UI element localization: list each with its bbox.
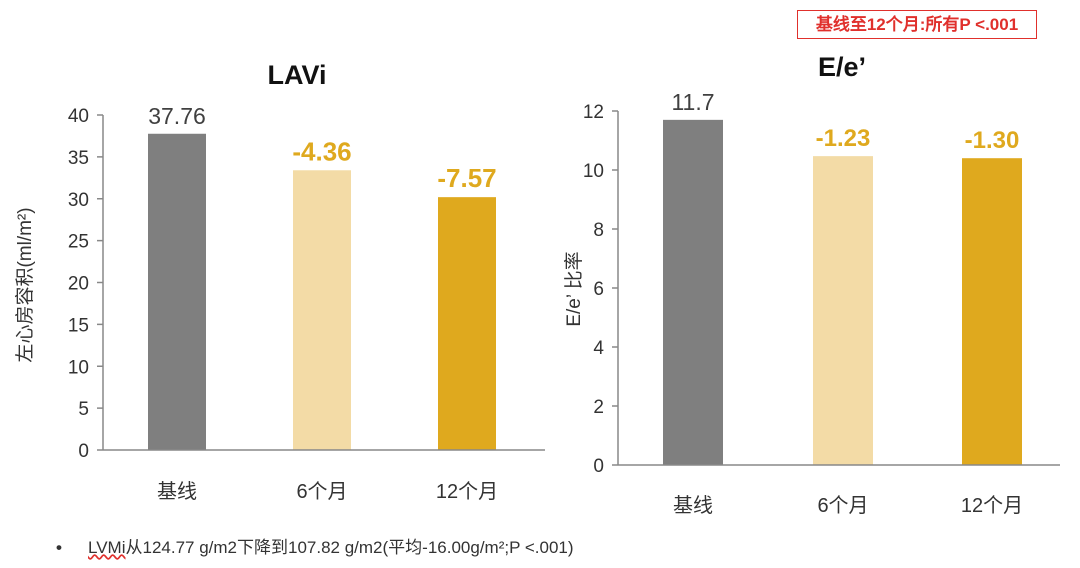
y-tick-label: 8 xyxy=(593,220,604,241)
chart-lavi: LAVi 左心房容积(ml/m²) 0 5 10 15 20 25 30 35 40 37.76… xyxy=(14,60,545,503)
bar-基线 xyxy=(148,133,206,450)
y-tick-label: 4 xyxy=(593,338,604,359)
data-label-change: -1.23 xyxy=(816,125,871,152)
bar-12个月 xyxy=(438,197,496,450)
footnote: • LVMi从124.77 g/m2下降到107.82 g/m2(平均-16.00… xyxy=(56,533,574,558)
data-label-change: -4.36 xyxy=(292,136,351,166)
bar-12个月 xyxy=(962,158,1022,465)
chart-title-ee: E/e’ xyxy=(818,52,866,82)
bar-6个月 xyxy=(293,170,351,450)
chart-title-lavi: LAVi xyxy=(267,60,326,90)
x-tick-label: 12个月 xyxy=(961,494,1023,517)
data-label-change: -1.30 xyxy=(965,127,1020,154)
y-tick-label: 35 xyxy=(68,148,89,169)
y-tick-label: 2 xyxy=(593,397,604,418)
y-tick-label: 10 xyxy=(68,357,89,378)
chart-ee-ratio: E/e’ E/e’ 比率 0 2 4 6 8 10 12 11.7 -1.23 -1.30 基线… xyxy=(563,52,1060,517)
y-tick-label: 12 xyxy=(583,102,604,123)
significance-annotation: 基线至12个月:所有P <.001 xyxy=(797,10,1037,39)
x-tick-label: 基线 xyxy=(157,480,197,503)
y-tick-label: 25 xyxy=(68,232,89,253)
y-tick-label: 0 xyxy=(593,456,604,477)
y-tick-label: 5 xyxy=(78,399,89,420)
y-tick-label: 15 xyxy=(68,315,89,336)
footnote-lead: LVMi xyxy=(88,538,126,557)
y-axis-label-lavi: 左心房容积(ml/m²) xyxy=(14,207,36,362)
y-tick-label: 10 xyxy=(583,161,604,182)
bar-基线 xyxy=(663,119,723,465)
x-tick-label: 6个月 xyxy=(296,480,347,503)
data-label-change: -7.57 xyxy=(437,163,496,193)
data-label-baseline: 37.76 xyxy=(148,103,206,129)
y-tick-label: 40 xyxy=(68,106,89,127)
x-tick-label: 12个月 xyxy=(436,480,498,503)
y-tick-label: 20 xyxy=(68,274,89,295)
data-label-baseline: 11.7 xyxy=(671,89,714,115)
x-tick-label: 基线 xyxy=(673,494,713,517)
y-tick-label: 6 xyxy=(593,279,604,300)
bullet-icon: • xyxy=(56,538,62,557)
x-tick-label: 6个月 xyxy=(817,494,868,517)
bar-6个月 xyxy=(813,156,873,465)
y-tick-label: 0 xyxy=(78,441,89,462)
y-tick-label: 30 xyxy=(68,190,89,211)
footnote-text: 从124.77 g/m2下降到107.82 g/m2(平均-16.00g/m²;… xyxy=(125,538,574,557)
y-axis-label-ee: E/e’ 比率 xyxy=(563,251,585,326)
